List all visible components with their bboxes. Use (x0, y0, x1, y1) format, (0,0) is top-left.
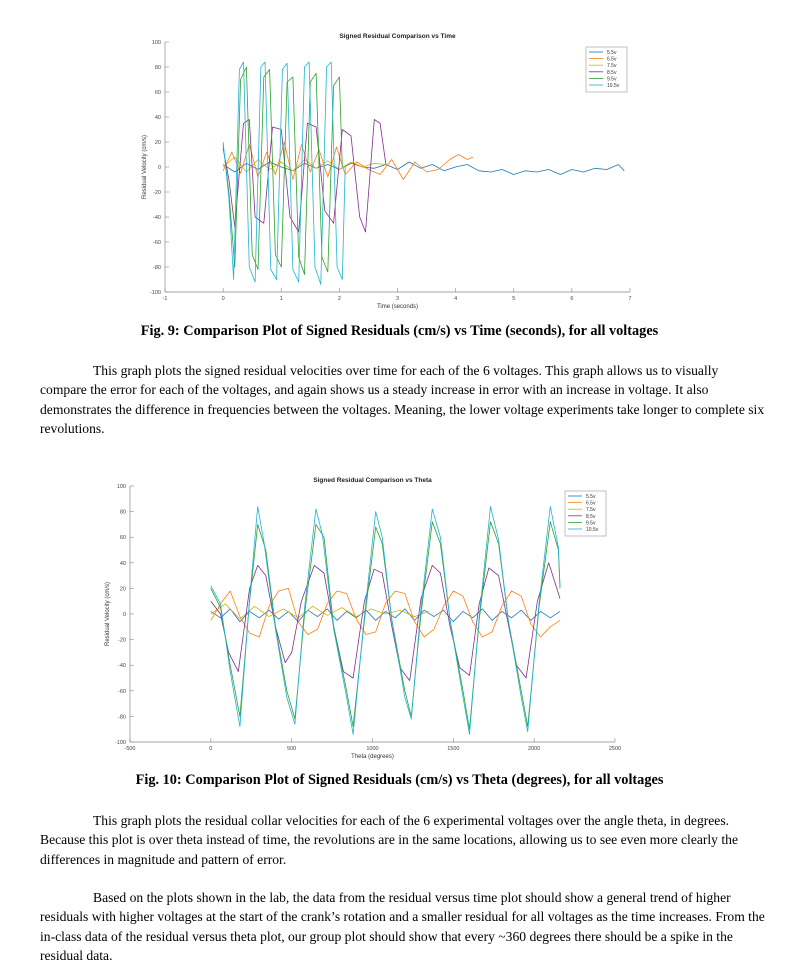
chart-title: Signed Residual Comparison vs Theta (313, 477, 432, 484)
y-tick-label: -80 (118, 714, 126, 720)
y-tick-label: -20 (118, 638, 126, 644)
y-tick-label: -40 (118, 663, 126, 669)
y-tick-label: 60 (120, 535, 126, 541)
x-tick-label: 2 (338, 296, 341, 302)
paragraph-3-text: Based on the plots shown in the lab, the… (40, 890, 765, 964)
y-tick-label: 0 (158, 165, 161, 171)
y-tick-label: 80 (120, 510, 126, 516)
figure-10: Signed Residual Comparison vs Theta 100 80… (0, 468, 799, 768)
x-tick-label: 0 (222, 296, 225, 302)
legend-entry: 8.5v (607, 70, 617, 76)
legend-entry: 9.5v (607, 76, 617, 82)
y-tick-label: 20 (155, 140, 161, 146)
y-tick-label: 80 (155, 65, 161, 71)
x-tick-label: 1000 (366, 746, 378, 752)
legend-entry: 6.5v (586, 501, 596, 507)
legend-entry: 7.5v (607, 63, 617, 69)
series-line-6.5v (210, 588, 561, 638)
x-tick-label: 2500 (609, 746, 621, 752)
figure-10-caption: Fig. 10: Comparison Plot of Signed Resid… (135, 772, 664, 788)
x-tick-label: 500 (287, 746, 296, 752)
legend-entry: 10.5v (586, 527, 599, 533)
legend-entry: 10.5v (607, 83, 620, 89)
chart-residual-vs-time: Signed Residual Comparison vs Time100806… (142, 33, 632, 310)
x-tick-label: 4 (454, 296, 457, 302)
y-tick-label: -40 (153, 215, 161, 221)
series-line-8.5v (210, 562, 561, 681)
y-tick-label: 20 (120, 586, 126, 592)
chart-title: Signed Residual Comparison vs Time (339, 33, 456, 40)
x-tick-label: 5 (512, 296, 515, 302)
legend-box (585, 46, 628, 93)
series-line-7.5v (210, 603, 430, 620)
chart-residual-vs-theta: Signed Residual Comparison vs Theta 100 80… (105, 477, 621, 760)
paragraph-2-text: This graph plots the residual collar vel… (40, 813, 738, 867)
x-tick-label: 3 (396, 296, 399, 302)
x-tick-label: -500 (124, 746, 135, 752)
x-tick-label: 1 (280, 296, 283, 302)
y-tick-label: 40 (120, 561, 126, 567)
legend-entry: 9.5v (586, 520, 596, 526)
series-line-5.5v (210, 608, 561, 623)
legend-entry: 7.5v (586, 507, 596, 513)
paragraph-1-text: This graph plots the signed residual vel… (40, 363, 765, 437)
y-tick-label: -100 (115, 740, 126, 746)
x-tick-label: 0 (209, 746, 212, 752)
legend-entry: 8.5v (586, 514, 596, 520)
y-tick-label: -60 (118, 689, 126, 695)
x-axis-label: Time (seconds) (377, 304, 418, 310)
legend-box (564, 490, 607, 537)
paragraph-3: Based on the plots shown in the lab, the… (40, 888, 765, 966)
legend-entry: 5.5v (586, 494, 596, 500)
x-axis-label: Theta (degrees) (351, 754, 394, 760)
series-line-10.5v (222, 61, 346, 285)
paragraph-1: This graph plots the signed residual vel… (40, 361, 765, 439)
figure-9-caption: Fig. 9: Comparison Plot of Signed Residu… (140, 323, 659, 339)
y-axis-label: Residual Velocity (cm/s) (142, 135, 148, 199)
y-tick-label: 60 (155, 90, 161, 96)
y-axis-label: Residual Velocity (cm/s) (105, 582, 111, 646)
figure-9: Signed Residual Comparison vs Time 100 80 6… (0, 0, 799, 320)
y-tick-label: 100 (152, 40, 161, 46)
y-tick-label: 100 (117, 484, 126, 490)
series-line-10.5v (210, 506, 561, 735)
y-tick-label: -80 (153, 265, 161, 271)
x-tick-label: -1 (163, 296, 168, 302)
y-tick-label: 0 (123, 612, 126, 618)
x-tick-label: 7 (628, 296, 631, 302)
x-tick-label: 2000 (528, 746, 540, 752)
y-tick-label: -20 (153, 190, 161, 196)
y-tick-label: 40 (155, 115, 161, 121)
x-tick-label: 1500 (447, 746, 459, 752)
legend-entry: 5.5v (607, 50, 617, 56)
paragraph-2: This graph plots the residual collar vel… (40, 811, 765, 869)
x-tick-label: 6 (570, 296, 573, 302)
legend-entry: 6.5v (607, 57, 617, 63)
y-tick-label: -100 (150, 290, 161, 296)
series-line-8.5v (222, 119, 387, 233)
y-tick-label: -60 (153, 240, 161, 246)
